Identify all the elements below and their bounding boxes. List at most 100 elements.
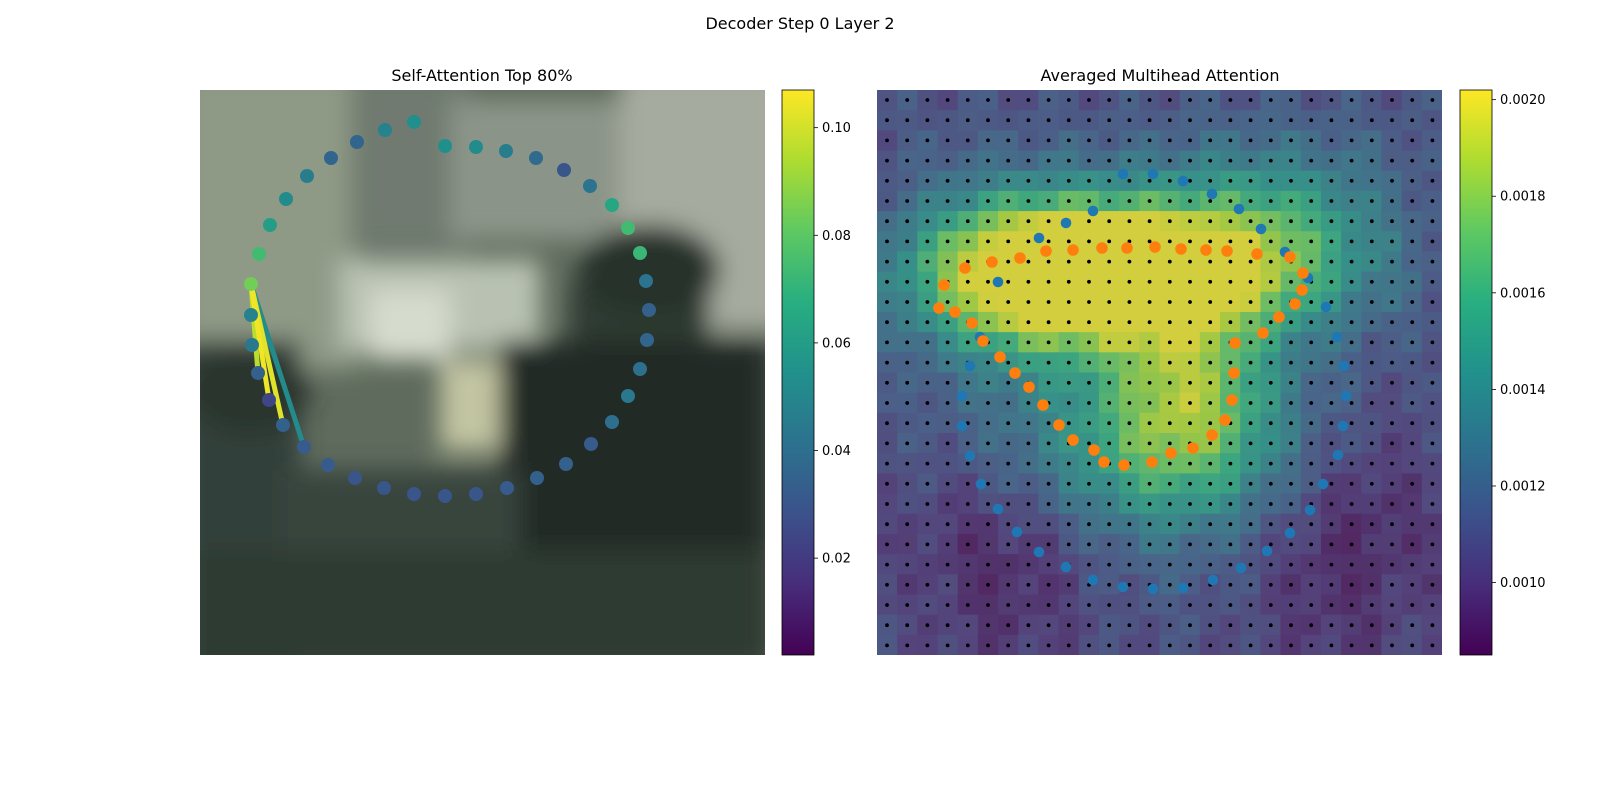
grid-dot [1268,118,1273,123]
grid-dot [1309,522,1314,527]
grid-dot [905,582,910,587]
grid-dot [1167,360,1172,365]
grid-dot [1127,158,1132,163]
grid-dot [885,300,889,304]
grid-dot [905,138,910,143]
grid-dot [1228,380,1233,385]
grid-dot [1349,279,1354,284]
grid-dot [1430,300,1435,304]
grid-dot [965,340,970,345]
grid-dot [1006,441,1011,446]
grid-dot [1087,643,1091,648]
grid-dot [945,98,950,102]
grid-dot [986,300,990,304]
grid-dot [1430,138,1435,143]
grid-dot [945,623,950,628]
grid-dot [1087,219,1091,224]
grid-dot [1107,401,1112,405]
grid-dot [885,562,889,567]
grid-dot [1066,239,1071,244]
grid-dot [1248,623,1253,628]
grid-dot [965,279,970,284]
grid-dot [1228,603,1233,607]
grid-dot [1289,643,1293,648]
grid-dot [885,340,889,345]
grid-dot [965,542,970,547]
grid-dot [1369,360,1374,365]
grid-dot [1390,582,1394,587]
grid-dot [1107,623,1112,628]
grid-dot [1289,199,1293,203]
grid-dot [945,178,950,183]
inner-contour-point [1284,251,1296,263]
grid-dot [925,401,930,405]
grid-dot [1188,178,1192,183]
grid-dot [905,199,910,203]
grid-dot [1349,360,1354,365]
grid-dot [1289,502,1293,506]
grid-dot [1066,401,1071,405]
grid-dot [1127,401,1132,405]
grid-dot [1410,401,1415,405]
grid-dot [1369,582,1374,587]
grid-dot [1127,98,1132,102]
grid-dot [1006,582,1011,587]
grid-dot [1167,502,1172,506]
grid-dot [986,401,990,405]
grid-dot [1087,259,1091,264]
grid-dot [1248,441,1253,446]
grid-dot [1127,441,1132,446]
grid-dot [1087,380,1091,385]
grid-dot [1127,643,1132,648]
grid-dot [965,582,970,587]
grid-dot [1087,320,1091,325]
grid-dot [986,138,990,143]
grid-dot [1369,98,1374,102]
grid-dot [1349,421,1354,426]
contour-point [279,192,293,206]
grid-dot [1006,401,1011,405]
grid-dot [1289,582,1293,587]
grid-dot [1006,522,1011,527]
grid-dot [925,562,930,567]
grid-dot [965,300,970,304]
grid-dot [1087,360,1091,365]
outer-contour-point [992,503,1004,515]
grid-dot [1349,441,1354,446]
grid-dot [1107,199,1112,203]
grid-dot [1107,582,1112,587]
grid-dot [1188,603,1192,607]
grid-dot [1390,239,1394,244]
grid-dot [1228,158,1233,163]
grid-dot [1410,320,1415,325]
grid-dot [1268,522,1273,527]
grid-dot [885,118,889,123]
left-colorbar: 0.02 0.04 0.06 0.08 0.10 [781,89,851,656]
inner-contour-point [977,335,989,347]
grid-dot [1167,582,1172,587]
grid-dot [905,461,910,466]
grid-dot [1046,300,1051,304]
grid-dot [1087,542,1091,547]
grid-dot [1268,603,1273,607]
grid-dot [1369,603,1374,607]
grid-dot [1430,98,1435,102]
grid-dot [1208,138,1213,143]
outer-contour-point [1147,168,1159,180]
grid-dot [905,360,910,365]
grid-dot [1410,502,1415,506]
grid-dot [1087,199,1091,203]
grid-dot [1147,542,1152,547]
grid-dot [1127,562,1132,567]
grid-dot [1390,562,1394,567]
grid-dot [965,502,970,506]
grid-dot [925,542,930,547]
grid-dot [1248,380,1253,385]
grid-dot [1107,239,1112,244]
grid-dot [1208,320,1213,325]
grid-dot [885,461,889,466]
grid-dot [1268,199,1273,203]
grid-dot [925,300,930,304]
grid-dot [1248,401,1253,405]
grid-dot [1107,603,1112,607]
